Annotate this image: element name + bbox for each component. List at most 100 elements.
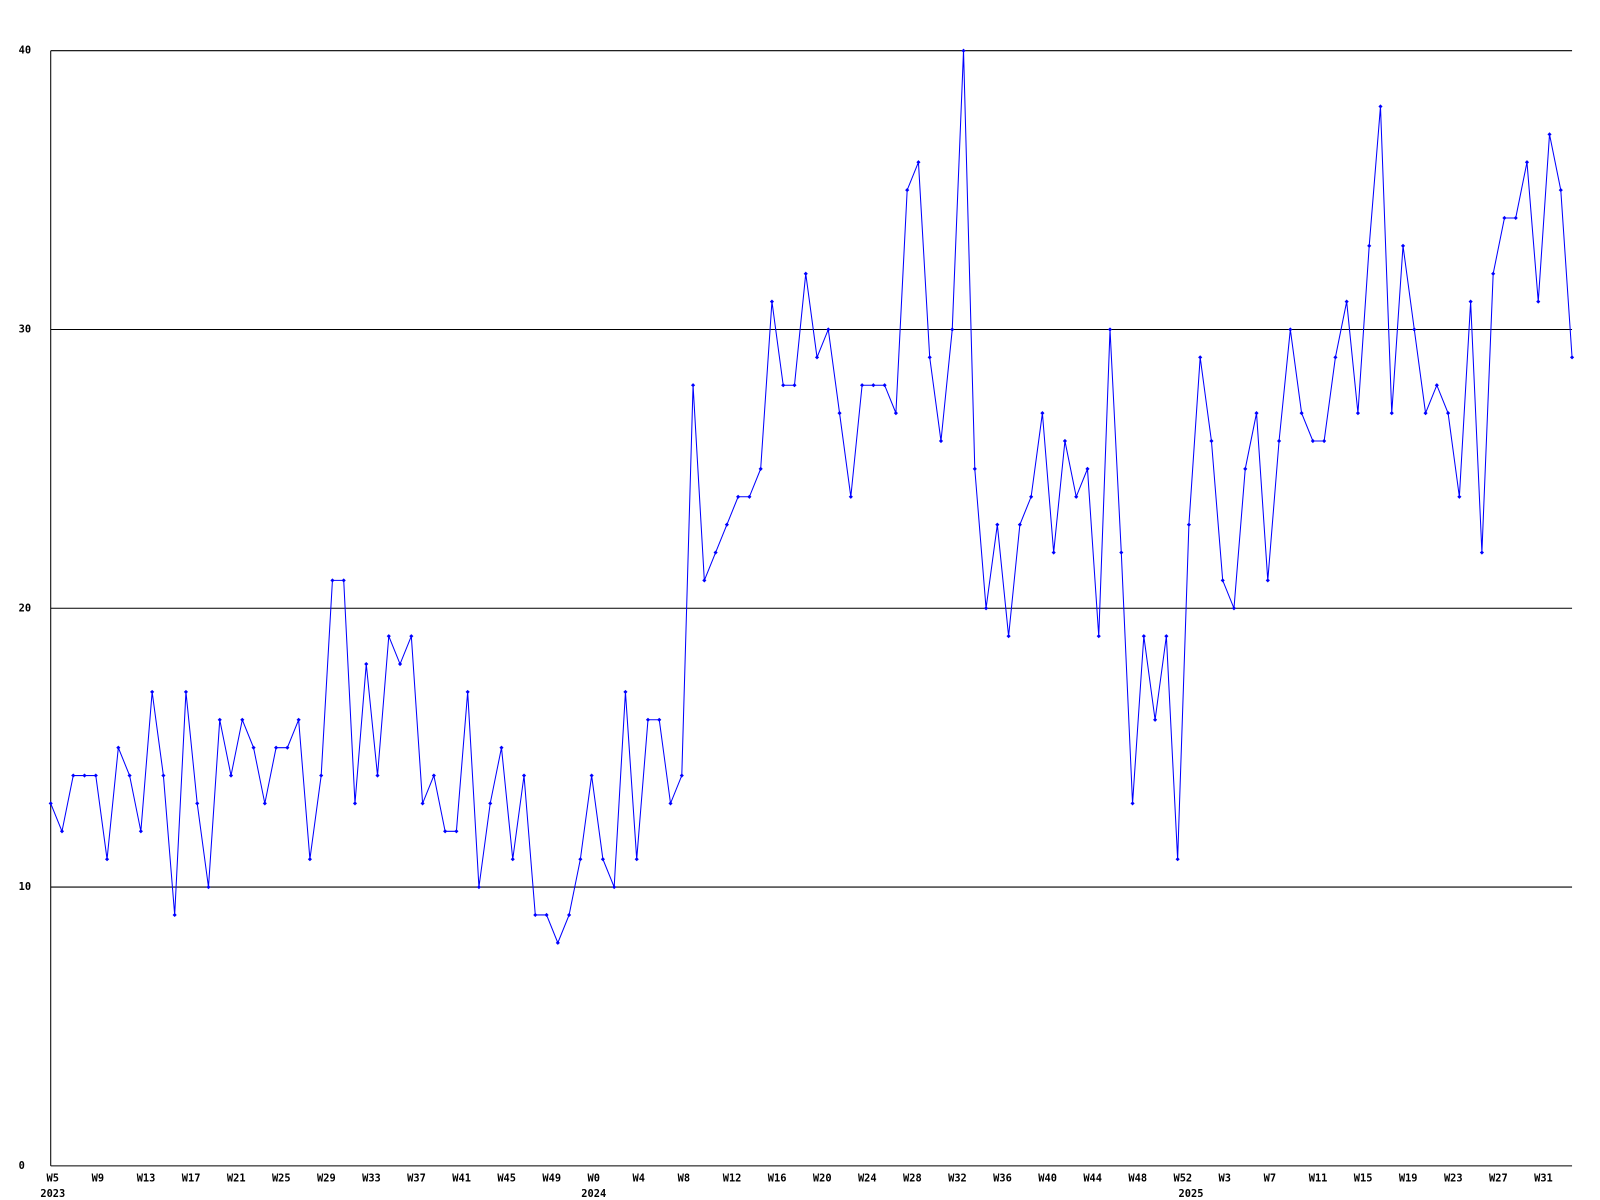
point [420,801,425,806]
y-tick-label: 30 [19,323,31,335]
x-tick-label: W45 [497,1172,516,1184]
point [1254,411,1259,416]
x-tick-label: W8 [678,1172,690,1184]
point [1479,550,1484,555]
point [736,494,741,499]
point [578,857,583,862]
x-tick-label: W41 [452,1172,471,1184]
point [1536,299,1541,304]
point [961,48,966,53]
point [1569,355,1575,360]
point [285,745,290,750]
point [386,634,391,639]
point [1220,578,1225,583]
point [1164,634,1169,639]
point [1085,466,1090,471]
point [916,160,921,165]
point [567,912,572,918]
point [657,717,662,722]
point [330,578,335,583]
point [533,912,538,918]
point [871,383,876,388]
point [826,327,831,332]
point [161,773,166,778]
point [1051,550,1056,555]
point [905,188,910,193]
point [668,801,673,806]
point [1423,411,1428,416]
point [634,857,639,862]
point [612,885,617,890]
point [510,857,515,862]
point [1310,438,1315,444]
point [104,857,110,862]
x-tick-label: W29 [317,1172,336,1184]
point [724,522,729,527]
x-tick-label: W32 [948,1172,967,1184]
point [431,773,436,778]
point [1502,215,1507,221]
point [240,717,245,722]
point [375,773,380,778]
point [499,745,504,750]
point [713,550,718,555]
point [1040,411,1045,416]
point [938,438,944,444]
point [409,634,414,639]
point [217,717,222,722]
point [927,355,932,360]
point [860,383,865,388]
point [82,773,87,778]
point [1344,299,1349,304]
point [1378,104,1383,109]
point [1276,438,1282,444]
point [1175,857,1180,862]
x-tick-label: W37 [407,1172,426,1184]
point [792,383,797,388]
point [1367,243,1372,248]
x-tick-label: W13 [137,1172,156,1184]
point [555,940,560,945]
point [623,689,628,694]
point [600,857,605,862]
point [465,689,470,694]
point [995,522,1000,527]
point [138,829,143,834]
point [1412,327,1417,332]
point [679,773,684,778]
point [1513,215,1518,221]
point [769,299,775,304]
x-tick-label: W28 [903,1172,922,1184]
point [1096,634,1101,639]
point [1558,188,1563,193]
x-tick-label: W25 [272,1172,291,1184]
point [251,745,256,750]
point [1547,132,1552,137]
x-tick-label: W16 [768,1172,787,1184]
point [1288,327,1293,332]
point [972,466,977,471]
point [848,494,853,499]
x-tick-label: W4 [633,1172,645,1184]
y-tick-label: 40 [19,45,31,57]
point [116,745,121,750]
point [1322,438,1327,444]
point [1355,411,1361,416]
point [837,411,842,416]
point [150,689,155,694]
x-tick-label: W24 [858,1172,877,1184]
point [364,661,369,667]
series-line [50,50,1573,945]
point [983,606,989,611]
point [319,773,324,778]
x-tick-label: W5 [47,1172,59,1184]
point [882,383,887,388]
point [71,773,76,778]
x-tick-label: W7 [1264,1172,1276,1184]
x-tick-label: W36 [993,1172,1012,1184]
x-tick-label: W21 [227,1172,246,1184]
point [893,411,898,416]
point [1198,355,1203,360]
point [814,355,820,360]
point [1029,494,1034,499]
